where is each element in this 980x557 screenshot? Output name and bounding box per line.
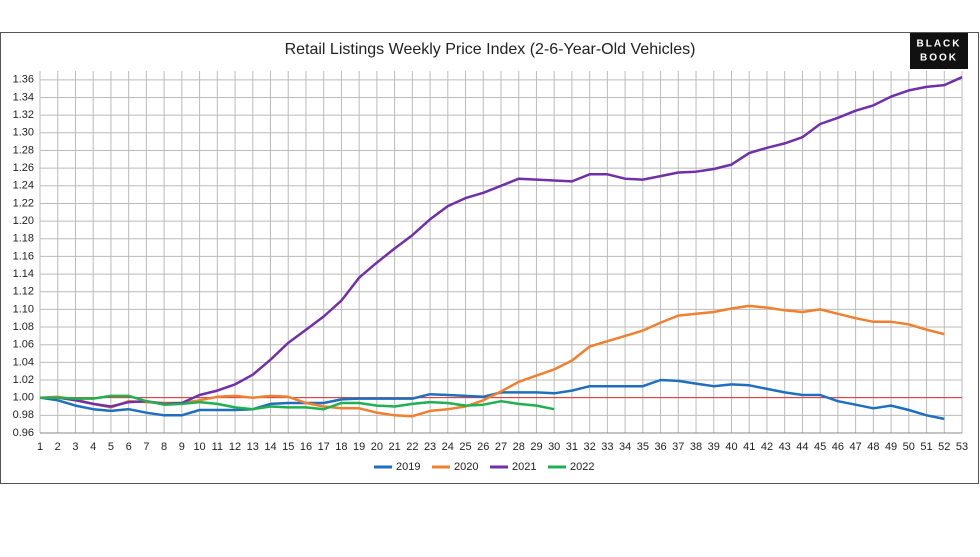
x-tick-label: 9 [179, 441, 185, 453]
x-tick-label: 44 [796, 441, 808, 453]
x-tick-label: 45 [814, 441, 826, 453]
x-tick-label: 43 [779, 441, 791, 453]
x-tick-label: 17 [318, 441, 330, 453]
x-tick-label: 34 [619, 441, 631, 453]
x-tick-label: 2 [55, 441, 61, 453]
legend-label: 2019 [396, 461, 420, 473]
logo-box [910, 33, 968, 69]
x-tick-label: 12 [229, 441, 241, 453]
logo-text: BLACK [917, 39, 962, 50]
y-tick-label: 1.06 [13, 339, 34, 351]
y-tick-label: 1.22 [13, 197, 34, 209]
x-tick-label: 23 [424, 441, 436, 453]
x-tick-label: 50 [903, 441, 915, 453]
x-tick-label: 49 [885, 441, 897, 453]
x-tick-label: 48 [867, 441, 879, 453]
x-tick-label: 14 [264, 441, 276, 453]
y-tick-label: 1.02 [13, 374, 34, 386]
x-tick-label: 33 [601, 441, 613, 453]
x-tick-label: 18 [335, 441, 347, 453]
y-tick-label: 1.20 [13, 215, 34, 227]
series-line [40, 394, 555, 411]
x-tick-label: 27 [495, 441, 507, 453]
x-tick-label: 35 [637, 441, 649, 453]
x-tick-label: 19 [353, 441, 365, 453]
x-tick-label: 22 [406, 441, 418, 453]
x-tick-label: 32 [584, 441, 596, 453]
x-tick-label: 40 [725, 441, 737, 453]
x-tick-label: 36 [654, 441, 666, 453]
series-line [40, 76, 963, 408]
x-tick-label: 53 [956, 441, 968, 453]
x-tick-label: 41 [743, 441, 755, 453]
x-tick-label: 51 [920, 441, 932, 453]
x-tick-label: 30 [548, 441, 560, 453]
chart-title: Retail Listings Weekly Price Index (2-6-… [285, 41, 696, 58]
x-tick-label: 47 [849, 441, 861, 453]
x-tick-label: 26 [477, 441, 489, 453]
x-tick-label: 46 [832, 441, 844, 453]
x-tick-label: 37 [672, 441, 684, 453]
x-tick-label: 10 [193, 441, 205, 453]
y-tick-label: 1.26 [13, 162, 34, 174]
x-tick-label: 42 [761, 441, 773, 453]
series-line [39, 304, 945, 418]
y-tick-label: 1.36 [13, 74, 34, 86]
x-tick-label: 16 [300, 441, 312, 453]
y-tick-label: 1.00 [13, 392, 34, 404]
y-tick-label: 1.08 [13, 321, 34, 333]
x-tick-label: 6 [126, 441, 132, 453]
y-tick-label: 1.14 [13, 268, 34, 280]
legend-label: 2022 [570, 461, 594, 473]
x-tick-label: 52 [938, 441, 950, 453]
x-tick-label: 8 [161, 441, 167, 453]
x-tick-label: 5 [108, 441, 114, 453]
x-tick-label: 24 [442, 441, 454, 453]
x-tick-label: 25 [459, 441, 471, 453]
x-tick-label: 15 [282, 441, 294, 453]
y-tick-label: 1.32 [13, 109, 34, 121]
legend-label: 2020 [454, 461, 478, 473]
y-tick-label: 1.04 [13, 356, 34, 368]
y-tick-label: 0.98 [13, 409, 34, 421]
x-tick-label: 28 [513, 441, 525, 453]
x-tick-label: 11 [212, 441, 223, 453]
logo-text: BOOK [920, 53, 958, 64]
y-tick-label: 1.28 [13, 144, 34, 156]
x-tick-label: 21 [388, 441, 400, 453]
x-tick-label: 29 [530, 441, 542, 453]
legend-label: 2021 [512, 461, 536, 473]
x-tick-label: 1 [37, 441, 43, 453]
y-tick-label: 1.24 [13, 180, 34, 192]
chart-frame [0, 32, 979, 484]
x-tick-label: 31 [566, 441, 578, 453]
y-tick-label: 1.12 [13, 286, 34, 298]
x-tick-label: 20 [371, 441, 383, 453]
y-tick-label: 0.96 [13, 427, 34, 439]
x-tick-label: 39 [708, 441, 720, 453]
x-tick-label: 38 [690, 441, 702, 453]
x-tick-label: 4 [90, 441, 96, 453]
y-tick-label: 1.16 [13, 250, 34, 262]
y-tick-label: 1.10 [13, 303, 34, 315]
x-tick-label: 13 [247, 441, 259, 453]
y-tick-label: 1.18 [13, 233, 34, 245]
y-tick-label: 1.30 [13, 127, 34, 139]
x-tick-label: 3 [72, 441, 78, 453]
y-tick-label: 1.34 [13, 91, 34, 103]
x-tick-label: 7 [143, 441, 149, 453]
